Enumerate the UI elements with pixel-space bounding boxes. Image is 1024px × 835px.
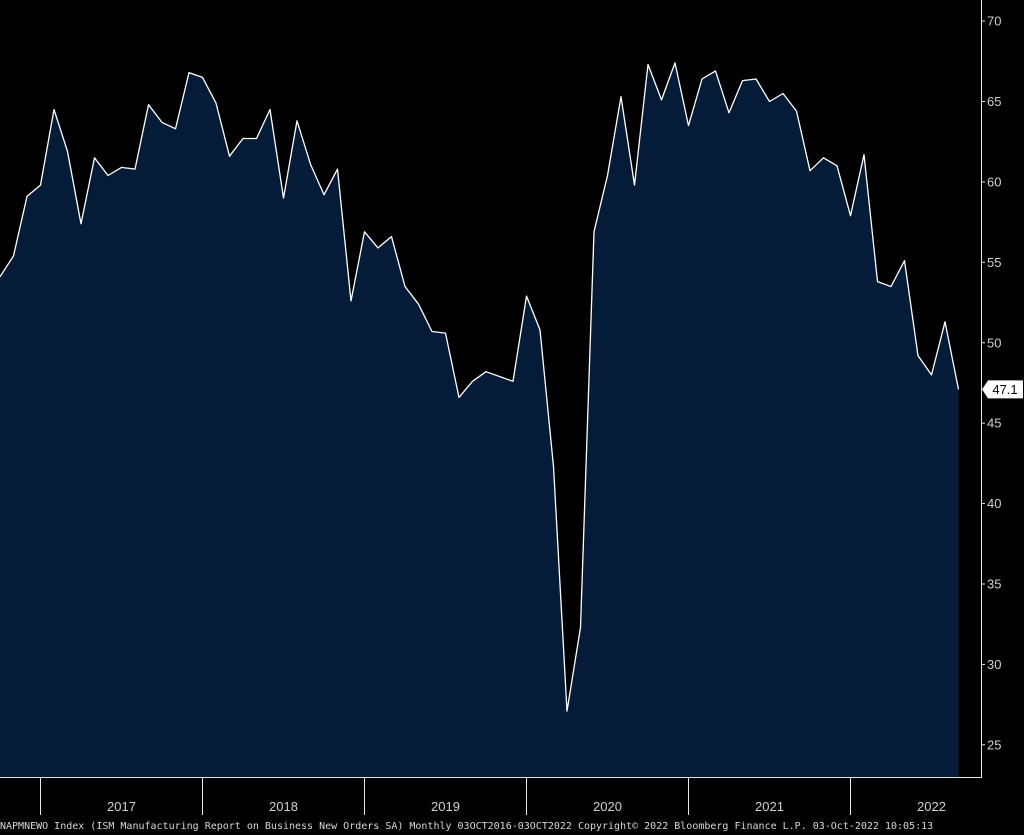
x-tick-label: 2022	[917, 799, 946, 814]
series-area	[0, 62, 959, 777]
y-tick-label: 65	[987, 94, 1001, 109]
y-tick-label: 25	[987, 737, 1001, 752]
last-value-badge: 47.1	[982, 380, 1023, 399]
footer-period: Monthly 03OCT2016-03OCT2022	[409, 820, 572, 832]
chart-footer: NAPMNEWO Index (ISM Manufacturing Report…	[0, 817, 1024, 835]
y-tick-label: 55	[987, 255, 1001, 270]
y-tick-label: 60	[987, 174, 1001, 189]
y-tick-label: 45	[987, 416, 1001, 431]
last-value-label: 47.1	[992, 382, 1017, 397]
y-tick-label: 40	[987, 496, 1001, 511]
x-tick-label: 2021	[755, 799, 784, 814]
footer-timestamp: 03-Oct-2022 10:05:13	[812, 820, 934, 832]
series-line	[0, 62, 960, 712]
axes: 70 65 60 55 50 45 40 35 30 25 2017 2018 2019 2020 2021…	[0, 0, 1023, 815]
y-tick-label: 70	[987, 14, 1001, 29]
x-tick-label: 2019	[431, 799, 460, 814]
y-tick-label: 35	[987, 577, 1001, 592]
last-value-box	[982, 380, 1023, 399]
footer-ticker: NAPMNEWO Index (ISM Manufacturing Report…	[0, 820, 404, 832]
footer-copyright: Copyright© 2022 Bloomberg Finance L.P.	[577, 820, 807, 832]
x-tick-label: 2018	[269, 799, 298, 814]
y-tick-label: 50	[987, 335, 1001, 350]
plot-area	[0, 62, 960, 777]
y-tick-label: 30	[987, 657, 1001, 672]
x-tick-label: 2020	[593, 799, 622, 814]
x-tick-label: 2017	[107, 799, 136, 814]
